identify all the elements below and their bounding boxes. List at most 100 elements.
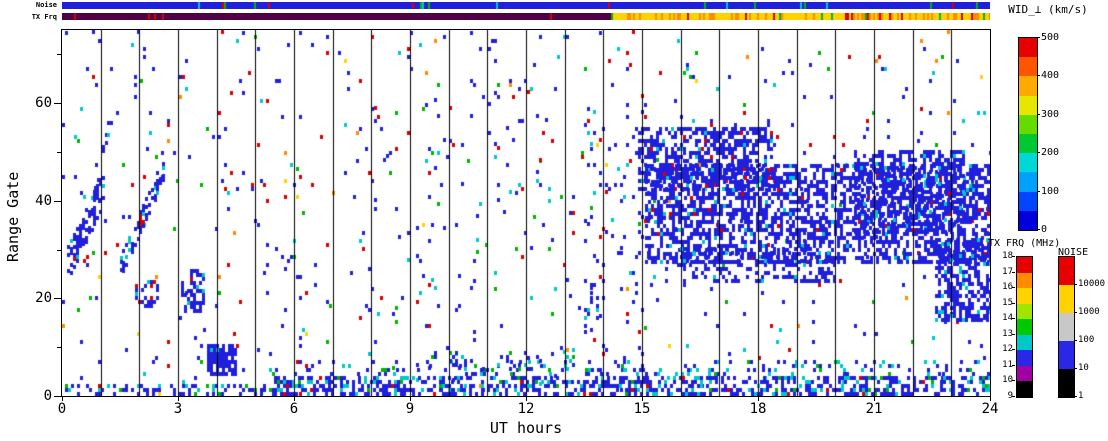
- wid-bar-tick-label: 100: [1041, 185, 1060, 197]
- txfrq-bar-band: [1017, 272, 1032, 289]
- noise-bar-tick-label: 10000: [1078, 279, 1106, 289]
- txfrq-colorbar-title: TX FRQ (MHz): [988, 238, 1061, 249]
- y-tick-mark: [54, 200, 61, 202]
- noise-bar-tick-mark: [1074, 340, 1077, 341]
- wid-colorbar: [1018, 37, 1038, 231]
- txfrq-bar-band: [1017, 365, 1032, 382]
- txfrq-bar-tick-label: 15: [1002, 297, 1013, 308]
- txfrq-bar-tick-mark: [1012, 256, 1015, 257]
- txfrq-bar-band: [1017, 303, 1032, 320]
- x-tick-label: 15: [633, 401, 651, 417]
- x-tick-mark: [990, 396, 991, 401]
- noise-bar-tick-mark: [1074, 396, 1077, 397]
- x-tick-mark: [874, 396, 875, 401]
- wid-bar-tick-label: 500: [1041, 32, 1060, 43]
- y-tick-label: 20: [35, 290, 52, 307]
- txfrq-bar-tick-mark: [1012, 271, 1015, 273]
- noise-bar-band: [1059, 313, 1074, 341]
- x-tick-label: 9: [405, 401, 415, 417]
- noise-bar-band: [1059, 257, 1074, 285]
- wid-bar-tick-label: 200: [1041, 147, 1060, 159]
- noise-bar-band: [1059, 369, 1074, 397]
- wid-bar-band: [1019, 134, 1037, 154]
- noise-bar-tick-label: 1000: [1078, 307, 1100, 317]
- noise-bar-tick-mark: [1074, 312, 1077, 313]
- y-minor-tick-mark: [57, 54, 61, 56]
- x-tick-label: 6: [289, 401, 299, 417]
- txfrq-bar-tick-mark: [1012, 287, 1015, 289]
- wid-bar-band: [1019, 114, 1037, 134]
- wid-bar-tick-mark: [1037, 75, 1040, 77]
- y-minor-tick-mark: [57, 152, 61, 153]
- txfrq-colorbar: [1016, 256, 1033, 398]
- wid-bar-band: [1019, 95, 1037, 115]
- wid-bar-tick-mark: [1037, 113, 1040, 115]
- txfrq-bar-tick-label: 12: [1002, 344, 1013, 355]
- x-tick-label: 21: [865, 401, 883, 417]
- txfrq-bar-tick-mark: [1012, 349, 1015, 351]
- txfrq-bar-tick-mark: [1012, 333, 1015, 335]
- wid-bar-band: [1019, 153, 1037, 173]
- noise-bar-tick-label: 1: [1078, 391, 1084, 401]
- txfrq-strip-label: TX Frq: [31, 13, 57, 21]
- y-axis-label: Range Gate: [4, 171, 22, 262]
- txfrq-bar-tick-label: 18: [1002, 251, 1013, 261]
- y-minor-tick-mark: [57, 347, 61, 349]
- x-tick-mark: [526, 396, 527, 401]
- wid-bar-band: [1019, 76, 1037, 96]
- x-tick-mark: [758, 396, 759, 401]
- txfrq-bar-tick-label: 11: [1002, 359, 1013, 370]
- y-tick-label: 0: [43, 388, 52, 404]
- wid-colorbar-title: WID_⊥ (km/s): [1008, 3, 1088, 16]
- noise-bar-tick-mark: [1074, 284, 1077, 285]
- x-tick-label: 0: [57, 401, 67, 417]
- txfrq-bar-band: [1017, 288, 1032, 304]
- y-tick-label: 60: [35, 95, 52, 112]
- y-tick-mark: [54, 298, 61, 300]
- x-tick-label: 12: [517, 401, 535, 417]
- noise-strip-label: Noise: [35, 1, 57, 9]
- wid-bar-tick-mark: [1037, 190, 1040, 192]
- x-tick-mark: [178, 396, 179, 401]
- noise-bar-tick-mark: [1074, 368, 1077, 369]
- txfrq-bar-tick-label: 10: [1002, 375, 1013, 386]
- y-tick-mark: [54, 103, 61, 105]
- x-tick-label: 24: [981, 401, 999, 417]
- wid-bar-band: [1019, 191, 1037, 211]
- noise-bar-tick-label: 100: [1078, 335, 1095, 345]
- noise-colorbar: [1058, 256, 1075, 398]
- wid-bar-band: [1019, 57, 1037, 77]
- txfrq-bar-band: [1017, 257, 1032, 273]
- wid-bar-tick-label: 400: [1041, 70, 1060, 82]
- x-tick-label: 18: [749, 401, 767, 417]
- txfrq-bar-tick-label: 9: [1007, 391, 1013, 401]
- x-tick-mark: [642, 396, 643, 401]
- txfrq-bar-band: [1017, 319, 1032, 335]
- txfrq-bar-tick-mark: [1012, 318, 1015, 320]
- noise-bar-band: [1059, 285, 1074, 313]
- txfrq-bar-band: [1017, 381, 1032, 397]
- plot-frame: [61, 29, 991, 397]
- txfrq-bar-tick-label: 14: [1002, 313, 1013, 324]
- noise-bar-tick-label: 10: [1078, 363, 1089, 373]
- x-tick-mark: [410, 396, 411, 401]
- txfrq-bar-band: [1017, 350, 1032, 366]
- rti-plot-canvas: [62, 30, 990, 396]
- txfrq-bar-tick-mark: [1012, 302, 1015, 304]
- txfrq-bar-tick-label: 16: [1002, 282, 1013, 293]
- txfrq-bar-tick-label: 13: [1002, 328, 1013, 339]
- wid-bar-tick-label: 0: [1041, 224, 1048, 235]
- txfrq-bar-tick-mark: [1012, 396, 1015, 397]
- noise-indicator-strip: [62, 2, 990, 9]
- y-tick-mark: [54, 396, 61, 397]
- wid-bar-tick-mark: [1037, 229, 1040, 230]
- txfrq-bar-tick-mark: [1012, 380, 1015, 382]
- wid-bar-tick-mark: [1037, 152, 1040, 154]
- wid-bar-band: [1019, 172, 1037, 192]
- noise-bar-band: [1059, 341, 1074, 369]
- y-tick-label: 40: [35, 192, 52, 209]
- noise-colorbar-title: NOISE: [1058, 247, 1089, 258]
- x-tick-mark: [294, 396, 295, 401]
- txfrq-bar-tick-mark: [1012, 364, 1015, 366]
